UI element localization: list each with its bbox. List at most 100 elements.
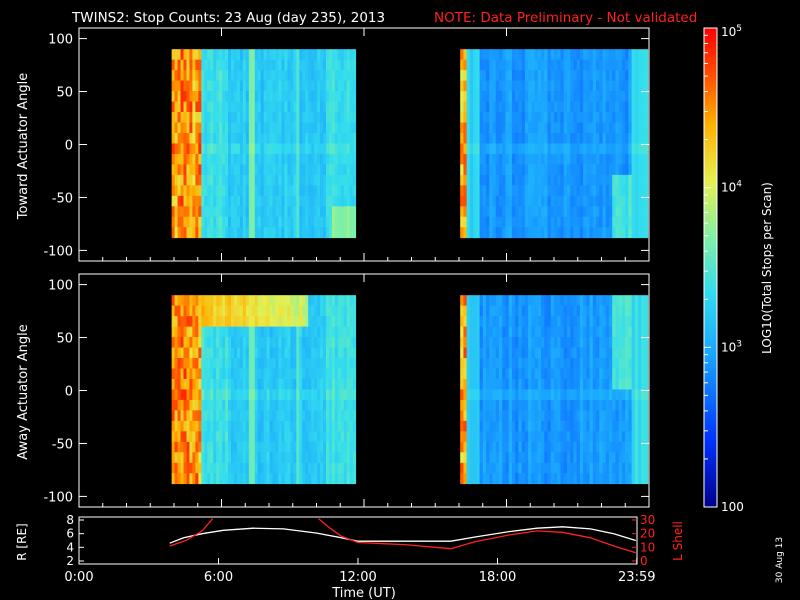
spectrogram-cell	[592, 337, 597, 348]
spectrogram-cell	[281, 431, 285, 443]
spectrogram-cell	[541, 337, 545, 348]
spectrogram-cell	[644, 195, 649, 207]
spectrogram-cell	[216, 337, 220, 348]
spectrogram-cell	[499, 326, 503, 338]
spectrogram-cell	[524, 143, 529, 155]
spectrogram-cell	[198, 368, 202, 380]
spectrogram-cell	[248, 101, 253, 113]
spectrogram-cell	[352, 174, 357, 186]
spectrogram-cell	[296, 80, 300, 92]
spectrogram-cell	[183, 347, 187, 359]
spectrogram-cell	[557, 378, 561, 390]
spectrogram-cell	[541, 91, 545, 102]
spectrogram-cell	[320, 410, 324, 422]
spectrogram-cell	[599, 347, 603, 359]
spectrogram-cell	[460, 441, 464, 453]
spectrogram-cell	[314, 49, 318, 61]
spectrogram-cell	[508, 399, 513, 411]
spectrogram-cell	[189, 452, 193, 464]
spectrogram-cell	[515, 143, 519, 155]
spectrogram-cell	[541, 153, 545, 165]
spectrogram-cell	[349, 195, 354, 207]
spectrogram-cell	[563, 337, 568, 348]
spectrogram-cell	[550, 80, 555, 92]
spectrogram-cell	[586, 206, 590, 218]
spectrogram-cell	[257, 368, 262, 380]
spectrogram-cell	[495, 473, 500, 485]
spectrogram-cell	[251, 368, 256, 380]
spectrogram-cell	[233, 316, 238, 327]
spectrogram-cell	[583, 399, 587, 411]
spectrogram-cell	[192, 49, 196, 61]
spectrogram-cell	[508, 473, 513, 485]
spectrogram-cell	[492, 49, 497, 61]
spectrogram-cell	[251, 295, 256, 307]
spectrogram-cell	[489, 452, 493, 464]
spectrogram-cell	[326, 112, 330, 123]
spectrogram-cell	[251, 59, 256, 71]
spectrogram-cell	[612, 59, 616, 71]
spectrogram-cell	[228, 59, 232, 71]
spectrogram-cell	[466, 112, 471, 123]
spectrogram-cell	[323, 174, 327, 186]
spectrogram-cell	[260, 420, 265, 432]
spectrogram-cell	[192, 295, 196, 307]
spectrogram-cell	[296, 91, 300, 102]
spectrogram-cell	[608, 91, 613, 102]
spectrogram-cell	[631, 368, 636, 380]
spectrogram-cell	[239, 431, 244, 443]
spectrogram-cell	[260, 431, 265, 443]
spectrogram-cell	[505, 122, 510, 134]
spectrogram-cell	[499, 316, 503, 327]
spectrogram-cell	[612, 112, 616, 123]
spectrogram-cell	[204, 410, 208, 422]
spectrogram-cell	[186, 420, 190, 432]
spectrogram-cell	[290, 389, 294, 401]
spectrogram-cell	[592, 295, 597, 307]
spectrogram-cell	[189, 316, 193, 327]
spectrogram-cell	[210, 49, 214, 61]
spectrogram-cell	[263, 452, 268, 464]
spectrogram-cell	[469, 185, 474, 197]
spectrogram-cell	[469, 216, 474, 228]
spectrogram-cell	[269, 227, 273, 239]
spectrogram-cell	[334, 305, 339, 317]
spectrogram-cell	[251, 153, 256, 165]
spectrogram-cell	[195, 368, 199, 380]
spectrogram-cell	[177, 227, 181, 239]
spectrogram-cell	[482, 195, 487, 207]
spectrogram-cell	[260, 185, 265, 197]
spectrogram-cell	[302, 368, 306, 380]
spectrogram-cell	[641, 452, 645, 464]
spectrogram-cell	[518, 185, 523, 197]
spectrogram-cell	[257, 452, 262, 464]
spectrogram-cell	[586, 305, 590, 317]
spectrogram-cell	[222, 132, 226, 144]
spectrogram-cell	[198, 358, 202, 369]
spectrogram-cell	[570, 143, 574, 155]
spectrogram-cell	[605, 195, 610, 207]
spectrogram-cell	[547, 347, 552, 359]
spectrogram-cell	[638, 112, 642, 123]
spectrogram-cell	[204, 80, 208, 92]
spectrogram-cell	[554, 399, 558, 411]
spectrogram-cell	[634, 358, 639, 369]
spectrogram-cell	[278, 185, 282, 197]
spectrogram-cell	[177, 122, 181, 134]
spectrogram-cell	[541, 49, 545, 61]
spectrogram-cell	[287, 368, 291, 380]
spectrogram-cell	[550, 153, 555, 165]
spectrogram-cell	[521, 70, 526, 81]
spectrogram-cell	[589, 59, 594, 71]
spectrogram-cell	[521, 49, 526, 61]
spectrogram-cell	[460, 347, 464, 359]
spectrogram-cell	[266, 462, 270, 474]
spectrogram-cell	[302, 153, 306, 165]
spectrogram-cell	[618, 216, 623, 228]
spectrogram-cell	[183, 185, 187, 197]
spectrogram-cell	[219, 49, 223, 61]
spectrogram-cell	[492, 132, 497, 144]
spectrogram-cell	[492, 399, 497, 411]
spectrogram-cell	[502, 462, 506, 474]
spectrogram-cell	[245, 91, 250, 102]
